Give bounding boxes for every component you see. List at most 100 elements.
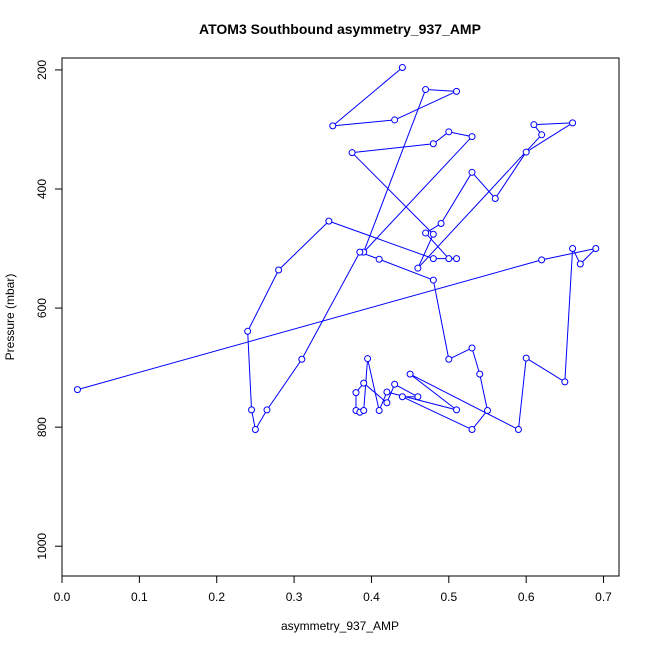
data-point bbox=[422, 229, 430, 237]
x-tick-label: 0.5 bbox=[440, 590, 457, 604]
y-tick-label: 600 bbox=[35, 298, 49, 318]
data-point bbox=[483, 406, 491, 414]
series-line-segment bbox=[579, 248, 597, 265]
series-line-segment bbox=[448, 347, 473, 360]
data-point bbox=[383, 399, 391, 407]
y-tick-label: 800 bbox=[35, 417, 49, 437]
series-line-segment bbox=[379, 258, 434, 281]
y-axis: 200 400 600 800 1000 bbox=[35, 60, 63, 560]
series-line-segment bbox=[471, 347, 481, 375]
x-tick-label: 0.6 bbox=[518, 590, 535, 604]
data-point bbox=[375, 406, 383, 414]
data-point bbox=[275, 266, 283, 274]
series-line-segment bbox=[425, 89, 457, 92]
series-line-segment bbox=[417, 134, 543, 269]
data-point bbox=[383, 388, 391, 396]
series-line-segment bbox=[402, 396, 473, 430]
data-point bbox=[398, 64, 406, 72]
data-point bbox=[364, 355, 372, 363]
data-point bbox=[538, 131, 546, 139]
data-point bbox=[375, 255, 383, 263]
data-point bbox=[422, 86, 430, 94]
data-point bbox=[491, 195, 499, 203]
data-point bbox=[429, 140, 437, 148]
series-line-segment bbox=[363, 89, 427, 253]
x-axis-label: asymmetry_937_AMP bbox=[281, 619, 399, 633]
data-point bbox=[468, 344, 476, 352]
x-tick-label: 0.3 bbox=[286, 590, 303, 604]
series-line-segment bbox=[254, 409, 268, 430]
series-line-segment bbox=[533, 122, 573, 126]
y-tick-label: 200 bbox=[35, 60, 49, 80]
series-line-segment bbox=[363, 136, 473, 253]
data-point bbox=[391, 380, 399, 388]
series-markers bbox=[73, 64, 600, 434]
series-line-segment bbox=[301, 251, 361, 360]
series-line-segment bbox=[409, 373, 519, 430]
series-line-segment bbox=[394, 383, 419, 398]
series-line-segment bbox=[352, 143, 434, 154]
data-point bbox=[356, 248, 364, 256]
data-point bbox=[391, 116, 399, 124]
data-point bbox=[244, 327, 252, 335]
series-line-segment bbox=[494, 151, 527, 199]
series-line-segment bbox=[328, 220, 434, 260]
data-point bbox=[468, 426, 476, 434]
data-point bbox=[468, 133, 476, 141]
data-point bbox=[437, 220, 445, 228]
series-line-segment bbox=[525, 357, 566, 383]
series-line-segment bbox=[425, 232, 450, 259]
data-point bbox=[414, 393, 422, 401]
y-axis-label: Pressure (mbar) bbox=[3, 274, 17, 361]
data-point bbox=[445, 255, 453, 263]
data-point bbox=[429, 276, 437, 284]
plot-frame bbox=[61, 57, 620, 577]
data-point bbox=[468, 168, 476, 176]
data-point bbox=[263, 406, 271, 414]
chart-title: ATOM3 Southbound asymmetry_937_AMP bbox=[199, 21, 481, 37]
data-point bbox=[325, 217, 333, 225]
data-point bbox=[561, 378, 569, 386]
data-point bbox=[352, 389, 360, 397]
data-point bbox=[360, 406, 368, 414]
data-point bbox=[453, 255, 461, 263]
series-line-segment bbox=[332, 119, 395, 127]
data-point bbox=[429, 230, 437, 238]
series-line-segment bbox=[247, 269, 280, 332]
series-line-segment bbox=[517, 358, 527, 430]
data-point bbox=[251, 426, 259, 434]
series-line-segment bbox=[448, 131, 473, 138]
data-point bbox=[476, 370, 484, 378]
data-point bbox=[569, 119, 577, 127]
data-point bbox=[453, 406, 461, 414]
series-line-segment bbox=[351, 152, 434, 235]
series-line-segment bbox=[479, 374, 488, 411]
data-point bbox=[406, 370, 414, 378]
x-tick-label: 0.2 bbox=[208, 590, 225, 604]
data-point bbox=[298, 355, 306, 363]
series-line-segment bbox=[525, 122, 573, 153]
series-line-segment bbox=[409, 373, 457, 411]
series-line-segment bbox=[394, 90, 457, 121]
x-tick-label: 0.7 bbox=[595, 590, 612, 604]
series-line-segment bbox=[440, 172, 473, 224]
data-point bbox=[414, 264, 422, 272]
data-point bbox=[329, 122, 337, 130]
data-point bbox=[569, 245, 577, 253]
series-line-segment bbox=[77, 259, 542, 391]
data-point bbox=[429, 255, 437, 263]
series-line-segment bbox=[247, 331, 253, 410]
series-line-segment bbox=[278, 220, 330, 271]
data-point bbox=[530, 121, 538, 129]
x-tick-label: 0.1 bbox=[131, 590, 148, 604]
series-line-segment bbox=[564, 248, 574, 382]
data-point bbox=[522, 148, 530, 156]
series-line-segment bbox=[417, 234, 434, 269]
x-tick-label: 0.4 bbox=[363, 590, 380, 604]
y-tick-label: 400 bbox=[35, 179, 49, 199]
series-line-segment bbox=[471, 410, 488, 430]
series-lines bbox=[77, 67, 597, 430]
data-point bbox=[538, 256, 546, 264]
series-line-segment bbox=[432, 279, 450, 360]
